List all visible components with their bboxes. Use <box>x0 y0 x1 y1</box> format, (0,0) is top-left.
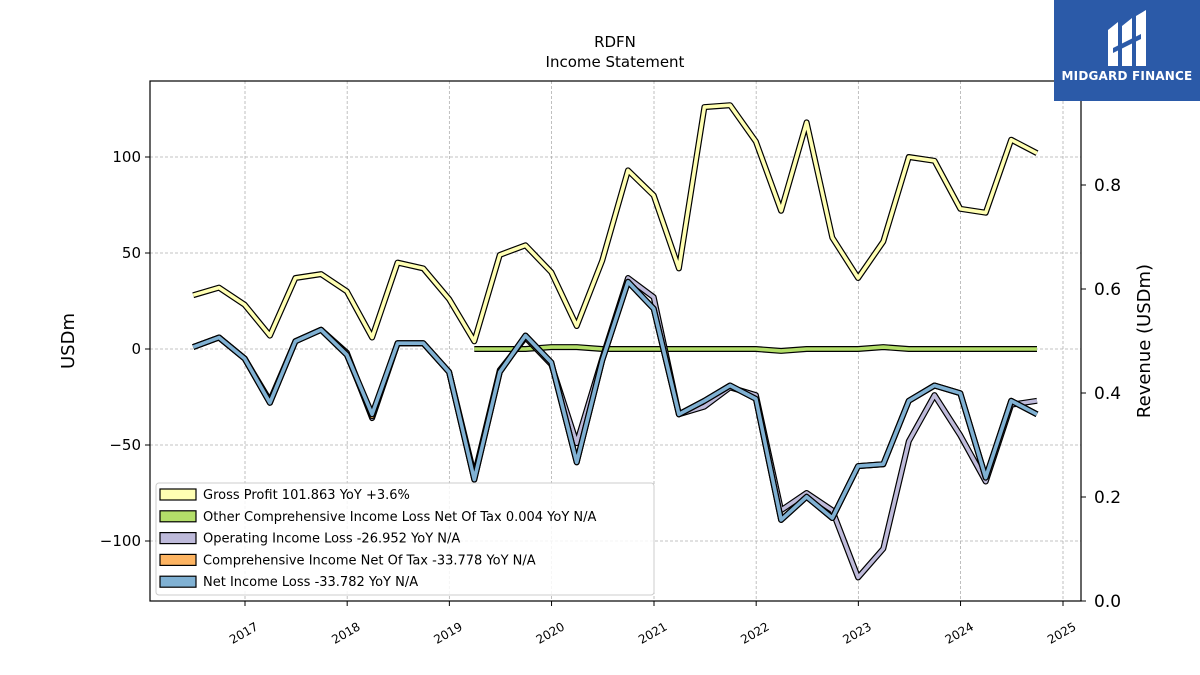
x-tick-label: 2017 <box>227 619 260 646</box>
series-outline-gross-profit <box>192 102 1039 345</box>
x-tick-label: 2024 <box>943 619 976 646</box>
y-tick-label: −50 <box>109 436 141 454</box>
plot-frame <box>149 80 1082 602</box>
y-tick-label: −100 <box>100 532 141 550</box>
x-axis: 2017 2018 2019 2020 2021 2022 2023 2024 2025 <box>227 601 1079 647</box>
legend-swatch <box>159 531 197 545</box>
chart-subtitle: Income Statement <box>546 53 685 71</box>
y-axis-label: USDm <box>58 313 79 369</box>
legend: Gross Profit 101.863 YoY +3.6% Other Comp… <box>155 482 655 596</box>
x-tick-label: 2022 <box>738 619 771 646</box>
y2-tick-label: 0.8 <box>1094 176 1121 196</box>
legend-label: Operating Income Loss -26.952 YoY N/A <box>203 532 460 547</box>
x-tick-label: 2018 <box>329 619 362 646</box>
y2-tick-label: 0.6 <box>1094 280 1121 300</box>
legend-label: Other Comprehensive Income Loss Net Of T… <box>203 510 597 525</box>
legend-swatch <box>159 553 197 567</box>
legend-swatch <box>159 510 197 523</box>
x-tick-label: 2020 <box>534 619 567 646</box>
series-line-gross-profit <box>192 103 1038 344</box>
y-axis-right: 0.8 0.6 0.4 0.2 0.0 <box>1081 176 1121 612</box>
y-tick-label: 100 <box>112 148 141 166</box>
y-tick-label: 0 <box>131 340 141 358</box>
legend-label: Comprehensive Income Net Of Tax -33.778 … <box>203 553 536 568</box>
x-tick-label: 2021 <box>636 619 669 646</box>
brand-logo: MIDGARD FINANCE <box>1054 0 1200 101</box>
legend-swatch <box>159 575 197 588</box>
y2-tick-label: 0.4 <box>1094 384 1121 404</box>
y2-axis-label: Revenue (USDm) <box>1134 264 1155 418</box>
x-tick-label: 2025 <box>1045 619 1078 646</box>
y2-tick-label: 0.2 <box>1094 488 1121 508</box>
series-line-other-comprehensive-income-loss-net-of-tax <box>474 345 1037 353</box>
x-tick-label: 2023 <box>840 619 873 646</box>
midgard-logo-icon <box>1108 10 1146 66</box>
y-axis-left: 100 50 0 −50 −100 <box>100 148 150 550</box>
legend-box <box>155 482 655 596</box>
legend-label: Net Income Loss -33.782 YoY N/A <box>203 575 418 590</box>
legend-label: Gross Profit 101.863 YoY +3.6% <box>203 488 410 503</box>
series-line-net-income-loss <box>192 279 1038 522</box>
series-lines <box>192 102 1039 581</box>
y2-tick-label: 0.0 <box>1094 592 1121 612</box>
chart-title: RDFN <box>594 33 636 51</box>
x-tick-label: 2019 <box>431 619 464 646</box>
y-tick-label: 50 <box>122 244 141 262</box>
brand-name: MIDGARD FINANCE <box>1061 69 1193 83</box>
legend-swatch <box>159 488 197 501</box>
